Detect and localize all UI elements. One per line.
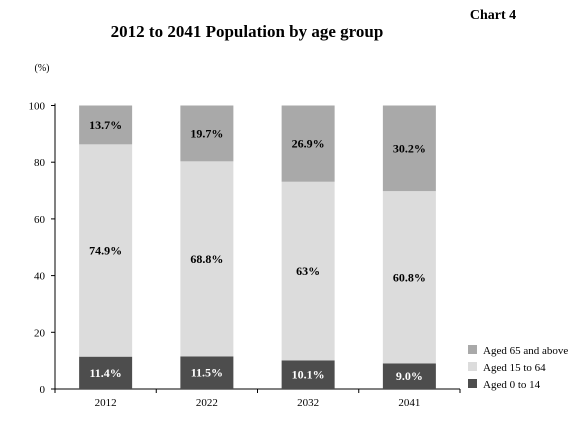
data-label: 74.9%	[89, 244, 122, 258]
y-axis-unit-label: (%)	[35, 63, 50, 74]
data-label: 63%	[296, 264, 320, 278]
x-tick-label: 2032	[297, 397, 319, 409]
chart-title: 2012 to 2041 Population by age group	[111, 22, 384, 41]
y-tick-label: 80	[34, 157, 46, 169]
y-tick-label: 20	[34, 327, 46, 339]
legend-swatch	[468, 379, 477, 388]
data-label: 26.9%	[292, 137, 325, 151]
bar-segment	[382, 105, 436, 192]
data-label: 19.7%	[190, 126, 223, 140]
bar-segment	[79, 144, 133, 357]
data-label: 30.2%	[393, 141, 426, 155]
legend-swatch	[468, 362, 477, 371]
x-tick-label: 2041	[398, 397, 420, 409]
bar-segment	[281, 105, 335, 182]
y-tick-label: 0	[40, 384, 46, 396]
chart-number-label: Chart 4	[470, 8, 516, 23]
bar-segment	[180, 161, 234, 357]
data-label: 68.8%	[190, 252, 223, 266]
legend-label: Aged 15 to 64	[483, 362, 546, 374]
bar-segment	[382, 191, 436, 364]
plot-area: 0 20 40 60 80 100 11.4% 74.9% 13.7% 2012 11.5% 68.8…	[29, 101, 461, 409]
bar-segment	[79, 105, 133, 145]
bar-segment	[79, 356, 133, 389]
bar-segment	[281, 181, 335, 361]
data-label: 11.5%	[191, 366, 223, 380]
bar-segment	[382, 363, 436, 389]
x-tick-label: 2012	[95, 397, 117, 409]
y-tick-label: 100	[29, 101, 46, 113]
y-tick-label: 40	[34, 271, 46, 283]
data-label: 13.7%	[89, 118, 122, 132]
bar-segment	[281, 360, 335, 389]
legend-label: Aged 0 to 14	[483, 379, 541, 391]
legend-swatch	[468, 345, 477, 354]
x-tick-label: 2022	[196, 397, 218, 409]
bar-segment	[180, 105, 234, 162]
data-label: 9.0%	[396, 369, 423, 383]
y-tick-label: 60	[34, 214, 46, 226]
data-label: 11.4%	[89, 366, 121, 380]
legend: Aged 65 and above Aged 15 to 64 Aged 0 to …	[468, 345, 568, 391]
legend-label: Aged 65 and above	[483, 345, 568, 357]
data-label: 60.8%	[393, 270, 426, 284]
data-label: 10.1%	[292, 368, 325, 382]
bar-segment	[180, 356, 234, 389]
